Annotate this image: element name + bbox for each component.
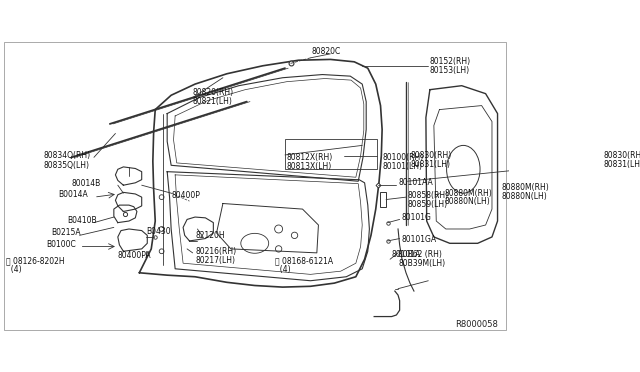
Text: 82120H: 82120H [196,231,225,240]
Text: 80831(LH): 80831(LH) [604,160,640,169]
Text: 80820(RH): 80820(RH) [193,87,234,97]
Text: 80100(RH): 80100(RH) [382,153,424,162]
Text: B0430: B0430 [147,227,171,236]
Text: 80216(RH): 80216(RH) [196,247,237,256]
Text: 80813X(LH): 80813X(LH) [287,161,332,171]
Text: 80217(LH): 80217(LH) [196,256,236,264]
Text: 80400P: 80400P [172,191,201,200]
Text: 80821(LH): 80821(LH) [193,97,232,106]
Text: 80101A: 80101A [392,250,421,259]
Text: 80101GA: 80101GA [401,235,436,244]
Text: 80880N(LH): 80880N(LH) [444,198,490,206]
Text: 80400PA: 80400PA [118,251,152,260]
Text: 80014B: 80014B [72,179,101,188]
Text: 80880N(LH): 80880N(LH) [502,192,547,201]
Text: (4): (4) [275,265,291,274]
Text: 80101G: 80101G [401,214,431,222]
Text: B0100C: B0100C [46,240,76,248]
Text: 80101(LH): 80101(LH) [382,161,422,171]
Text: B0215A: B0215A [52,228,81,237]
Text: Ⓑ 08168-6121A: Ⓑ 08168-6121A [275,256,333,265]
Text: 80834Q(RH): 80834Q(RH) [44,151,91,160]
Text: 80812X(RH): 80812X(RH) [287,153,333,162]
Text: 80830(RH): 80830(RH) [604,151,640,160]
Text: 80152(RH): 80152(RH) [430,57,471,66]
Text: 80B39M(LH): 80B39M(LH) [398,259,445,268]
Text: 80859(LH): 80859(LH) [408,200,448,209]
Text: 80830(RH): 80830(RH) [411,151,452,160]
Text: 80880M(RH): 80880M(RH) [444,189,492,198]
Text: 80820C: 80820C [312,47,341,56]
Text: 80101AA: 80101AA [398,178,433,187]
Bar [285,139,378,169]
Text: (4): (4) [6,265,22,274]
Bar [380,192,386,207]
Text: R8000058: R8000058 [454,320,497,329]
Text: 80858(RH): 80858(RH) [408,191,449,200]
Text: 80831(LH): 80831(LH) [411,160,451,169]
Text: 80B62 (RH): 80B62 (RH) [398,250,442,259]
Text: Ⓑ 08126-8202H: Ⓑ 08126-8202H [6,256,65,265]
Text: 80835Q(LH): 80835Q(LH) [44,161,90,170]
Text: B0410B: B0410B [68,216,97,225]
Text: 80880M(RH): 80880M(RH) [502,183,549,192]
Text: 80153(LH): 80153(LH) [430,66,470,75]
Text: B0014A: B0014A [58,190,88,199]
